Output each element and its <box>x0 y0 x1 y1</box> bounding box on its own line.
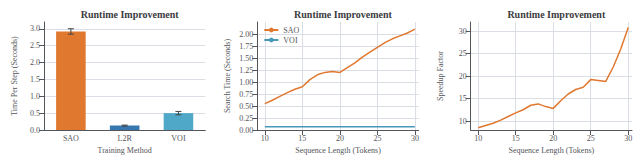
svg-text:VOI: VOI <box>283 36 298 45</box>
svg-text:Search Time (Seconds): Search Time (Seconds) <box>223 39 232 114</box>
svg-text:0.5: 0.5 <box>30 109 40 118</box>
svg-text:25: 25 <box>459 49 467 58</box>
svg-text:0.50: 0.50 <box>239 102 253 111</box>
svg-text:1.50: 1.50 <box>239 54 253 63</box>
svg-text:1.5: 1.5 <box>30 75 40 84</box>
svg-text:15: 15 <box>298 134 306 143</box>
svg-text:1.25: 1.25 <box>239 66 253 75</box>
svg-text:SAO: SAO <box>283 26 299 35</box>
svg-text:2.5: 2.5 <box>30 41 40 50</box>
svg-text:10: 10 <box>459 117 467 126</box>
svg-text:Runtime Improvement: Runtime Improvement <box>507 9 606 20</box>
svg-text:2.0: 2.0 <box>30 58 40 67</box>
svg-text:15: 15 <box>459 94 467 103</box>
svg-text:30: 30 <box>459 27 467 36</box>
svg-text:0.75: 0.75 <box>239 90 253 99</box>
svg-text:15: 15 <box>512 134 520 143</box>
svg-text:20: 20 <box>336 134 344 143</box>
svg-text:Sequence Length (Tokens): Sequence Length (Tokens) <box>295 146 381 155</box>
svg-text:0.00: 0.00 <box>239 126 253 135</box>
svg-text:L2R: L2R <box>118 134 133 143</box>
svg-text:Time Per Step (Seconds): Time Per Step (Seconds) <box>10 36 19 116</box>
svg-text:Sequence Length (Tokens): Sequence Length (Tokens) <box>509 146 595 155</box>
svg-text:Runtime Improvement: Runtime Improvement <box>81 9 180 20</box>
svg-text:20: 20 <box>549 134 557 143</box>
svg-text:Training Method: Training Method <box>98 146 152 155</box>
svg-text:Runtime Improvement: Runtime Improvement <box>294 9 393 20</box>
svg-text:30: 30 <box>411 134 419 143</box>
svg-text:1.00: 1.00 <box>239 78 253 87</box>
svg-text:VOI: VOI <box>171 134 186 143</box>
svg-text:3.0: 3.0 <box>30 24 40 33</box>
svg-text:25: 25 <box>587 134 595 143</box>
svg-text:0.0: 0.0 <box>30 126 40 135</box>
svg-text:0.25: 0.25 <box>239 114 253 123</box>
svg-text:30: 30 <box>624 134 632 143</box>
svg-text:SAO: SAO <box>63 134 79 143</box>
svg-text:1.75: 1.75 <box>239 42 253 51</box>
svg-text:2.00: 2.00 <box>239 30 253 39</box>
svg-text:1.0: 1.0 <box>30 92 40 101</box>
svg-text:Speedup Factor: Speedup Factor <box>436 51 445 101</box>
svg-text:20: 20 <box>459 72 467 81</box>
svg-text:10: 10 <box>474 134 482 143</box>
svg-text:10: 10 <box>261 134 269 143</box>
svg-text:25: 25 <box>373 134 381 143</box>
